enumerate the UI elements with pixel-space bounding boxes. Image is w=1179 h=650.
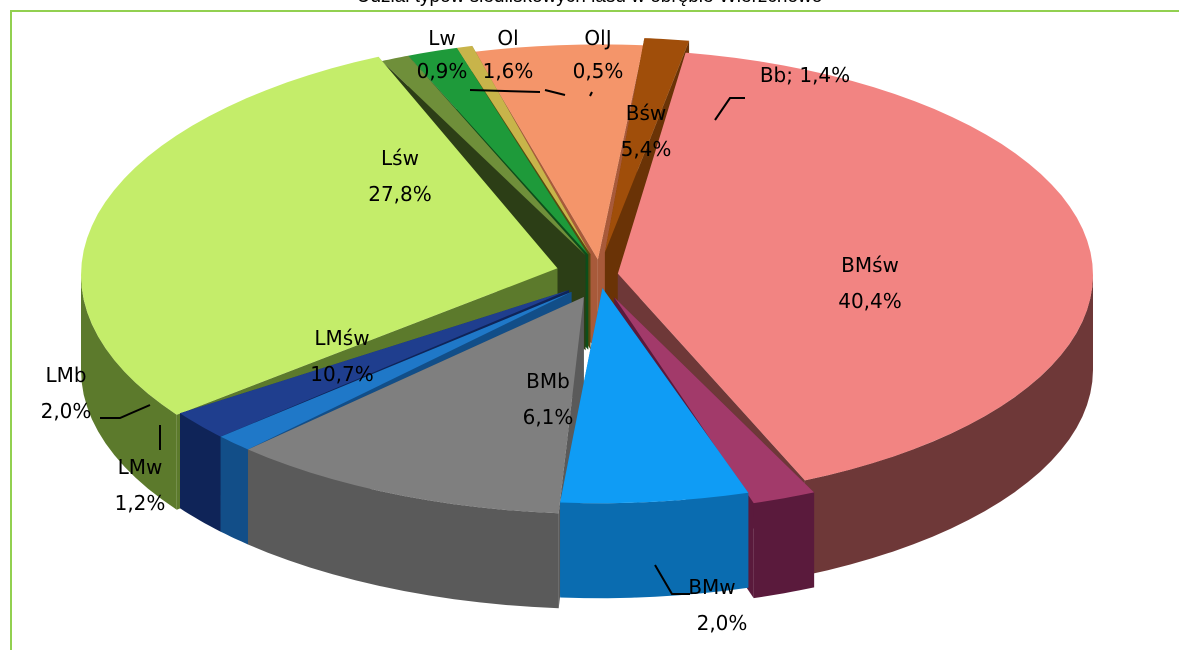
slice-lmśw xyxy=(247,296,584,609)
slice-label-lw: Lw xyxy=(428,26,456,50)
slice-top-bb xyxy=(604,38,690,253)
leader-line-lw xyxy=(469,89,541,93)
slice-label-bmśw: BMśw xyxy=(841,253,899,277)
slice-label-lśw: Lśw xyxy=(381,146,419,170)
slice-label-bśw: Bśw xyxy=(626,101,667,125)
slice-outer-side xyxy=(804,275,1093,576)
slice-percent-lmśw: 10,7% xyxy=(310,362,374,386)
slice-label-ol: Ol xyxy=(497,26,518,50)
leader-line-ol xyxy=(544,89,566,96)
slice-label-lmw: LMw xyxy=(118,455,163,479)
slice-labels: BMśw 40,4% BMw 2,0% BMb 6,1% LMśw 10,7% LMw 1,2% L… xyxy=(41,26,902,635)
slice-top-lw xyxy=(381,55,586,256)
slice-top-lmw xyxy=(220,291,572,450)
leader-lines xyxy=(100,89,745,595)
slice-label-bmb: BMb xyxy=(526,369,570,393)
slice-top-olj xyxy=(456,45,591,255)
slice-outer-side xyxy=(247,449,559,609)
slice-percent-bmb: 6,1% xyxy=(523,405,574,429)
slice-outer-side xyxy=(753,492,815,599)
slice-percent-bmw: 2,0% xyxy=(697,611,748,635)
slice-label-bmw: BMw xyxy=(688,575,735,599)
slice-top-lmśw xyxy=(248,296,584,514)
slice-top-lmb xyxy=(180,290,569,437)
slice-top-lśw xyxy=(81,56,558,415)
slice-percent-olj: 0,5% xyxy=(573,59,624,83)
slice-percent-lmw: 1,2% xyxy=(115,491,166,515)
slice-top-bmb xyxy=(560,288,749,504)
slice-outer-side xyxy=(560,492,749,599)
slice-outer-side xyxy=(81,275,177,510)
slice-percent-lśw: 27,8% xyxy=(368,182,432,206)
slice-percent-bśw: 5,4% xyxy=(621,137,672,161)
slice-label-lmśw: LMśw xyxy=(314,326,369,350)
leader-line-olj xyxy=(589,91,593,97)
leader-line-lmb xyxy=(100,404,151,419)
slice-bmb xyxy=(560,288,749,599)
chart-frame xyxy=(10,10,1179,650)
chart-title: Udział typów siedliskowych lasu w obrębi… xyxy=(0,0,1179,8)
slice-label-olj: OlJ xyxy=(584,26,611,50)
slice-percent-bmśw: 40,4% xyxy=(838,289,902,313)
slice-outer-side xyxy=(180,413,221,532)
slice-top-bmw xyxy=(614,297,815,504)
slice-label-lmb: LMb xyxy=(45,363,86,387)
slice-percent-ol: 1,6% xyxy=(483,59,534,83)
leader-line-bb xyxy=(714,97,745,121)
slice-label-bb: Bb; 1,4% xyxy=(760,63,850,87)
slice-percent-lmb: 2,0% xyxy=(41,399,92,423)
slice-outer-side xyxy=(220,436,248,545)
leader-line-bmw xyxy=(654,564,690,595)
pie-slices xyxy=(81,38,1093,609)
slice-top-bśw xyxy=(474,44,644,260)
slice-top-ol xyxy=(408,47,589,255)
slice-percent-lw: 0,9% xyxy=(417,59,468,83)
slice-top-bmśw xyxy=(617,52,1093,481)
